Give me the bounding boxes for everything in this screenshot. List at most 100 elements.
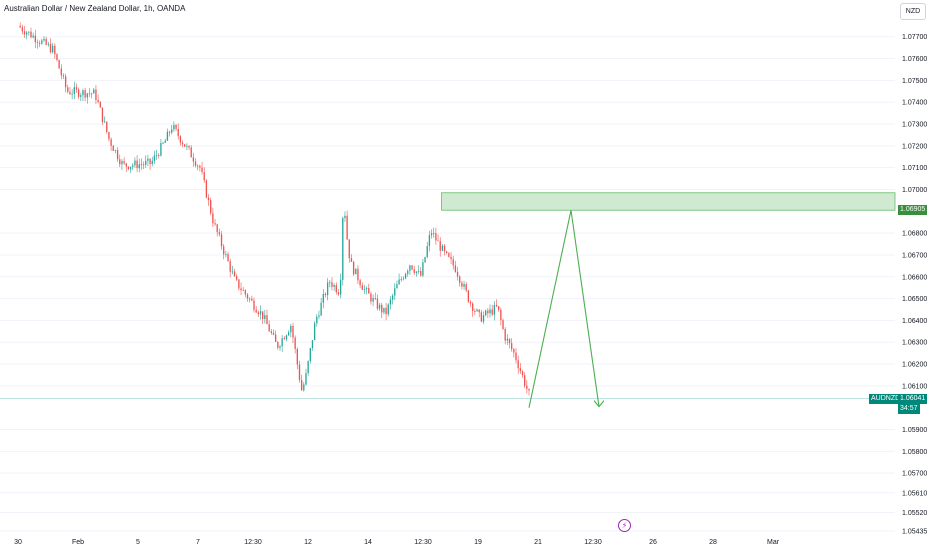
x-tick-label: Mar <box>767 539 780 546</box>
candle-body <box>244 290 247 295</box>
candle-body <box>508 338 511 344</box>
candle-body <box>517 360 519 369</box>
y-tick-label: 1.06600 <box>902 274 927 281</box>
candle-body <box>426 246 428 258</box>
candle-body <box>506 338 509 341</box>
candle-body <box>262 311 264 319</box>
candle-body <box>495 305 498 307</box>
candle-body <box>428 235 431 247</box>
y-tick-label: 1.07200 <box>902 143 927 150</box>
candle-body <box>391 295 394 300</box>
time-axis[interactable]: 30 Feb 5 7 12:30 12 14 12:30 19 21 12:30 26 28 Mar <box>14 539 780 546</box>
supply-zone[interactable] <box>441 192 896 211</box>
x-tick-label: 12:30 <box>244 539 262 546</box>
candle-body <box>404 273 407 279</box>
candle-body <box>236 276 238 280</box>
candle-body <box>177 128 179 137</box>
candle-body <box>474 310 476 312</box>
candle-body <box>381 304 383 313</box>
candle-body <box>283 338 285 340</box>
y-tick-label: 1.05800 <box>902 449 927 456</box>
candle-body <box>352 261 355 275</box>
candle-body <box>407 270 409 274</box>
candle-body <box>238 279 240 289</box>
candle-body <box>257 312 260 315</box>
candle-body <box>212 213 214 224</box>
candle-body <box>333 285 335 287</box>
candle-body <box>255 309 257 313</box>
candle-body <box>147 158 149 161</box>
candle-body <box>190 147 192 158</box>
candle-body <box>480 312 483 322</box>
candle-body <box>51 45 54 53</box>
currency-button[interactable]: NZD <box>900 3 926 20</box>
candle-body <box>385 307 387 315</box>
candle-body <box>411 265 413 270</box>
candle-body <box>264 315 266 319</box>
candle-body <box>452 259 454 266</box>
projection-arrowhead <box>593 400 605 408</box>
current-price-label: 1.06041 <box>898 393 928 404</box>
candle-body <box>350 258 353 262</box>
candle-body <box>277 341 279 348</box>
candle-body <box>67 87 69 92</box>
candle-body <box>359 280 361 286</box>
candle-body <box>478 309 480 313</box>
candle-body <box>511 343 513 350</box>
price-axis[interactable]: 1.07700 1.07600 1.07500 1.07400 1.07300 1.072… <box>902 34 927 535</box>
candle-body <box>123 161 125 164</box>
flash-icon[interactable]: ⚡ <box>618 519 631 532</box>
candle-body <box>101 107 104 122</box>
candle-body <box>181 142 184 145</box>
candle-body <box>246 294 249 299</box>
candle-body <box>25 32 28 35</box>
candle-body <box>28 31 30 33</box>
candle-body <box>305 373 307 385</box>
candle-body <box>409 265 411 271</box>
candle-body <box>240 288 242 291</box>
candle-body <box>21 27 24 32</box>
candle-body <box>523 375 526 386</box>
x-tick-label: 12 <box>304 539 312 546</box>
candle-body <box>502 320 504 330</box>
candle-body <box>38 42 41 44</box>
candle-body <box>32 35 34 38</box>
candle-body <box>268 324 270 332</box>
candle-body <box>140 164 143 166</box>
candle-body <box>158 155 160 156</box>
candle-body <box>456 271 459 277</box>
y-tick-label: 1.06500 <box>902 296 927 303</box>
candle-body <box>526 385 528 389</box>
candle-body <box>166 131 169 141</box>
candle-body <box>348 239 350 259</box>
projection-path[interactable] <box>528 210 605 408</box>
candle-body <box>398 279 400 285</box>
y-tick-label: 1.06700 <box>902 252 927 259</box>
candle-body <box>108 132 110 140</box>
candle-body <box>500 309 502 321</box>
candle-body <box>58 60 60 69</box>
candle-body <box>309 348 311 361</box>
candle-body <box>30 31 32 38</box>
candle-body <box>485 310 487 316</box>
candle-body <box>307 360 309 374</box>
y-tick-label: 1.07100 <box>902 165 927 172</box>
candle-body <box>233 271 236 277</box>
candle-body <box>402 278 405 280</box>
y-tick-label: 1.07400 <box>902 100 927 107</box>
candle-body <box>450 256 452 260</box>
candle-body <box>300 380 303 391</box>
y-tick-label: 1.07500 <box>902 78 927 85</box>
candle-body <box>287 332 290 336</box>
candle-body <box>171 129 173 133</box>
candle-body <box>316 316 318 324</box>
y-tick-label: 1.05700 <box>902 471 927 478</box>
candle-body <box>272 332 275 335</box>
candle-body <box>62 75 65 77</box>
candle-body <box>279 346 281 348</box>
candle-body <box>168 131 171 133</box>
candle-body <box>467 290 470 302</box>
candle-body <box>60 68 62 76</box>
candle-body <box>361 285 363 290</box>
